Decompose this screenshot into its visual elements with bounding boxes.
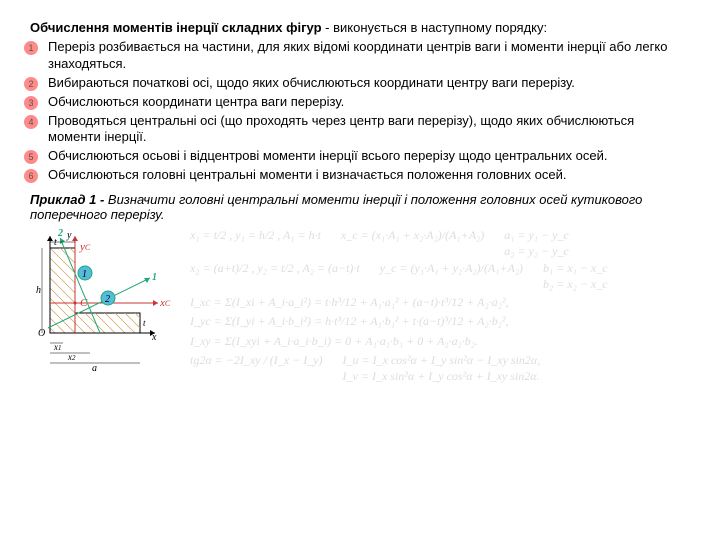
label-c: C [80,297,88,309]
item-text: Обчислюються координати центра ваги пере… [48,94,344,109]
bullet-icon: 2 [24,77,38,91]
item-text: Переріз розбивається на частини, для яки… [48,39,667,71]
list-item: 4Проводяться центральні осі (що проходят… [30,113,690,147]
svg-text:y: y [66,230,72,241]
svg-text:2: 2 [57,228,63,239]
list-item: 2Вибираються початкові осі, щодо яких об… [30,75,690,92]
svg-text:O: O [38,328,45,339]
list-item: 1Переріз розбивається на частини, для як… [30,39,690,73]
formula: I_yc = Σ(I_yi + A_i·b_i²) = h·t³/12 + A₁… [190,314,690,330]
formula: a₂ = y₂ − y_c [504,244,569,260]
svg-text:1: 1 [152,272,157,283]
item-text: Вибираються початкові осі, щодо яких обч… [48,75,575,90]
diagram-svg: C 1 2 t y yC h O t x xC 1 2 x1 x2 a [30,228,180,378]
item-text: Проводяться центральні осі (що проходять… [48,113,634,145]
svg-text:1: 1 [82,269,87,280]
list-item: 6Обчислюються головні центральні моменти… [30,167,690,184]
bullet-icon: 3 [24,96,38,110]
svg-text:t: t [143,318,146,328]
svg-text:t: t [54,237,57,248]
formula: a₁ = y₁ − y_c [504,228,569,244]
list-item: 3Обчислюються координати центра ваги пер… [30,94,690,111]
formula: I_xc = Σ(I_xi + A_i·a_i²) = t·h³/12 + A₁… [190,295,690,311]
formula: tg2α = −2I_xy / (I_x − I_y) [190,353,323,384]
formula-row: x₁ = t/2 , y₁ = h/2 , A₁ = h·t x_c = (x₁… [190,228,690,259]
svg-text:2: 2 [105,294,110,305]
formula: I_xy = Σ(I_xyi + A_i·a_i·b_i) = 0 + A₁·a… [190,334,690,350]
formula: x_c = (x₁·A₁ + x₂·A₂)/(A₁+A₂) [341,228,484,259]
formula: b₂ = x₂ − x_c [543,277,608,293]
example: Приклад 1 - Визначити головні центральні… [30,192,690,222]
example-text: Визначити головні центральні моменти іне… [30,192,642,222]
steps-list: 1Переріз розбивається на частини, для як… [30,39,690,184]
title-rest: - виконується в наступному порядку: [322,20,548,35]
svg-text:h: h [36,285,41,296]
formulas: x₁ = t/2 , y₁ = h/2 , A₁ = h·t x_c = (x₁… [190,228,690,386]
diagram: C 1 2 t y yC h O t x xC 1 2 x1 x2 a [30,228,180,386]
svg-text:xC: xC [159,297,171,309]
title-bold: Обчислення моментів інерції складних фіг… [30,20,322,35]
example-label: Приклад 1 - [30,192,108,207]
svg-text:yC: yC [79,241,91,253]
formula-row: tg2α = −2I_xy / (I_x − I_y) I_u = I_x co… [190,353,690,384]
item-text: Обчислюються головні центральні моменти … [48,167,566,182]
svg-text:x2: x2 [67,352,76,362]
formula: x₁ = t/2 , y₁ = h/2 , A₁ = h·t [190,228,321,259]
formula-row: x₂ = (a+t)/2 , y₂ = t/2 , A₂ = (a−t)·t y… [190,261,690,292]
item-text: Обчислюються осьові і відцентрові момент… [48,148,607,163]
bullet-icon: 6 [24,169,38,183]
svg-text:x: x [151,332,157,343]
formula: I_u = I_x cos²α + I_y sin²α − I_xy sin2α… [343,353,541,369]
bullet-icon: 5 [24,150,38,164]
formula: I_v = I_x sin²α + I_y cos²α + I_xy sin2α… [343,369,541,385]
title: Обчислення моментів інерції складних фіг… [30,20,690,35]
formula: y_c = (y₁·A₁ + y₂·A₂)/(A₁+A₂) [380,261,523,292]
list-item: 5Обчислюються осьові і відцентрові момен… [30,148,690,165]
content-row: C 1 2 t y yC h O t x xC 1 2 x1 x2 a [30,228,690,386]
svg-text:x1: x1 [53,342,62,352]
bullet-icon: 1 [24,41,38,55]
formula: x₂ = (a+t)/2 , y₂ = t/2 , A₂ = (a−t)·t [190,261,360,292]
formula: b₁ = x₁ − x_c [543,261,608,277]
bullet-icon: 4 [24,115,38,129]
svg-text:a: a [92,363,97,374]
